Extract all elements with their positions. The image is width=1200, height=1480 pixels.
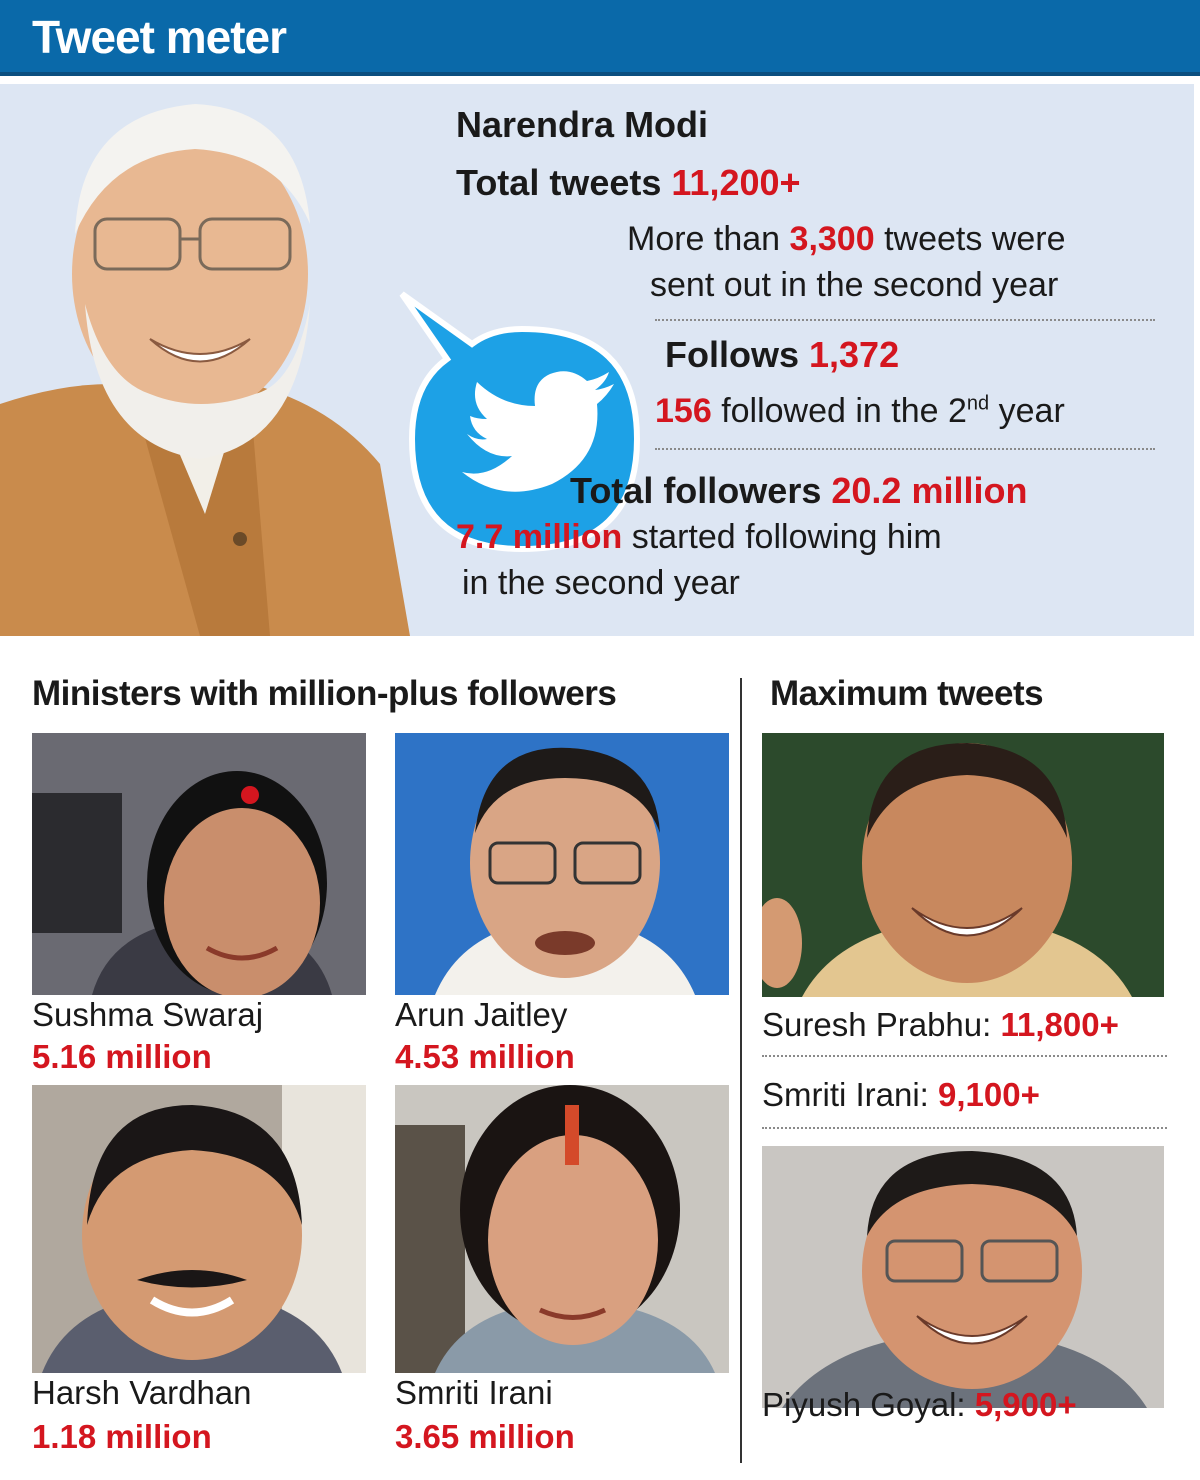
sushma-swaraj-photo (32, 733, 366, 995)
followed-in-text: followed in the 2 (721, 392, 967, 430)
twitter-bird-icon (399, 291, 641, 553)
follows-label: Follows (665, 334, 799, 375)
piyush-goyal-photo (762, 1146, 1164, 1408)
max-tweets-row: Suresh Prabhu: 11,800+ (762, 1006, 1119, 1044)
minister-name: Smriti Irani (395, 1374, 553, 1411)
max-tweets-value: 11,800+ (1000, 1006, 1119, 1043)
started-following-text: started following him (631, 518, 942, 556)
minister-followers: 3.65 million (395, 1418, 575, 1455)
new-followers-line1: 7.7 million started following him (456, 518, 942, 557)
minister-followers: 4.53 million (395, 1038, 575, 1075)
suresh-prabhu-photo (762, 733, 1164, 997)
followed-second-value: 156 (655, 392, 712, 430)
minister-name: Arun Jaitley (395, 996, 568, 1033)
total-followers-value: 20.2 million (831, 470, 1028, 511)
narendra-modi-photo (0, 84, 420, 636)
followed-year-text: year (998, 392, 1065, 430)
follows-value: 1,372 (809, 334, 900, 375)
follows: Follows 1,372 (665, 334, 899, 376)
total-tweets-value: 11,200+ (671, 162, 801, 203)
smriti-irani-photo (395, 1085, 729, 1373)
divider (655, 448, 1155, 450)
total-followers-label: Total followers (570, 470, 822, 511)
new-followers-value: 7.7 million (456, 518, 623, 556)
total-tweets-label: Total tweets (456, 162, 662, 203)
more-than-text: More than (627, 220, 781, 258)
max-tweets-row: Smriti Irani: 9,100+ (762, 1076, 1040, 1114)
minister-followers: 1.18 million (32, 1418, 212, 1455)
modi-name: Narendra Modi (456, 104, 709, 145)
minister-name: Sushma Swaraj (32, 996, 264, 1033)
max-tweets-row: Piyush Goyal: 5,900+ (762, 1386, 1077, 1424)
total-tweets: Total tweets 11,200+ (456, 162, 801, 204)
max-tweets-name: Smriti Irani: (762, 1076, 929, 1113)
second-year-tweets-value: 3,300 (789, 220, 875, 258)
divider (762, 1055, 1167, 1057)
max-tweets-section-title: Maximum tweets (770, 674, 1044, 713)
total-followers: Total followers 20.2 million (570, 470, 1027, 512)
max-tweets-value: 5,900+ (974, 1386, 1077, 1423)
arun-jaitley-photo (395, 733, 729, 995)
followed-sup: nd (966, 392, 990, 415)
max-tweets-name: Piyush Goyal: (762, 1386, 966, 1423)
page-title: Tweet meter (32, 11, 287, 63)
column-divider (740, 678, 742, 1463)
second-year-tweets-line1: More than 3,300 tweets were (627, 220, 1066, 259)
minister-followers: 5.16 million (32, 1038, 212, 1075)
header-bar: Tweet meter (0, 0, 1200, 76)
ministers-section-title: Ministers with million-plus followers (32, 674, 617, 713)
followed-second-year: 156 followed in the 2nd year (655, 392, 1065, 431)
tweets-were-text: tweets were (884, 220, 1066, 258)
divider (762, 1127, 1167, 1129)
modi-panel: Narendra Modi Total tweets 11,200+ More … (0, 84, 1194, 636)
max-tweets-value: 9,100+ (938, 1076, 1040, 1113)
second-year-tweets-line2: sent out in the second year (650, 266, 1059, 304)
new-followers-line2: in the second year (462, 564, 740, 602)
divider (655, 319, 1155, 321)
harsh-vardhan-photo (32, 1085, 366, 1373)
minister-name: Harsh Vardhan (32, 1374, 252, 1411)
max-tweets-name: Suresh Prabhu: (762, 1006, 992, 1043)
